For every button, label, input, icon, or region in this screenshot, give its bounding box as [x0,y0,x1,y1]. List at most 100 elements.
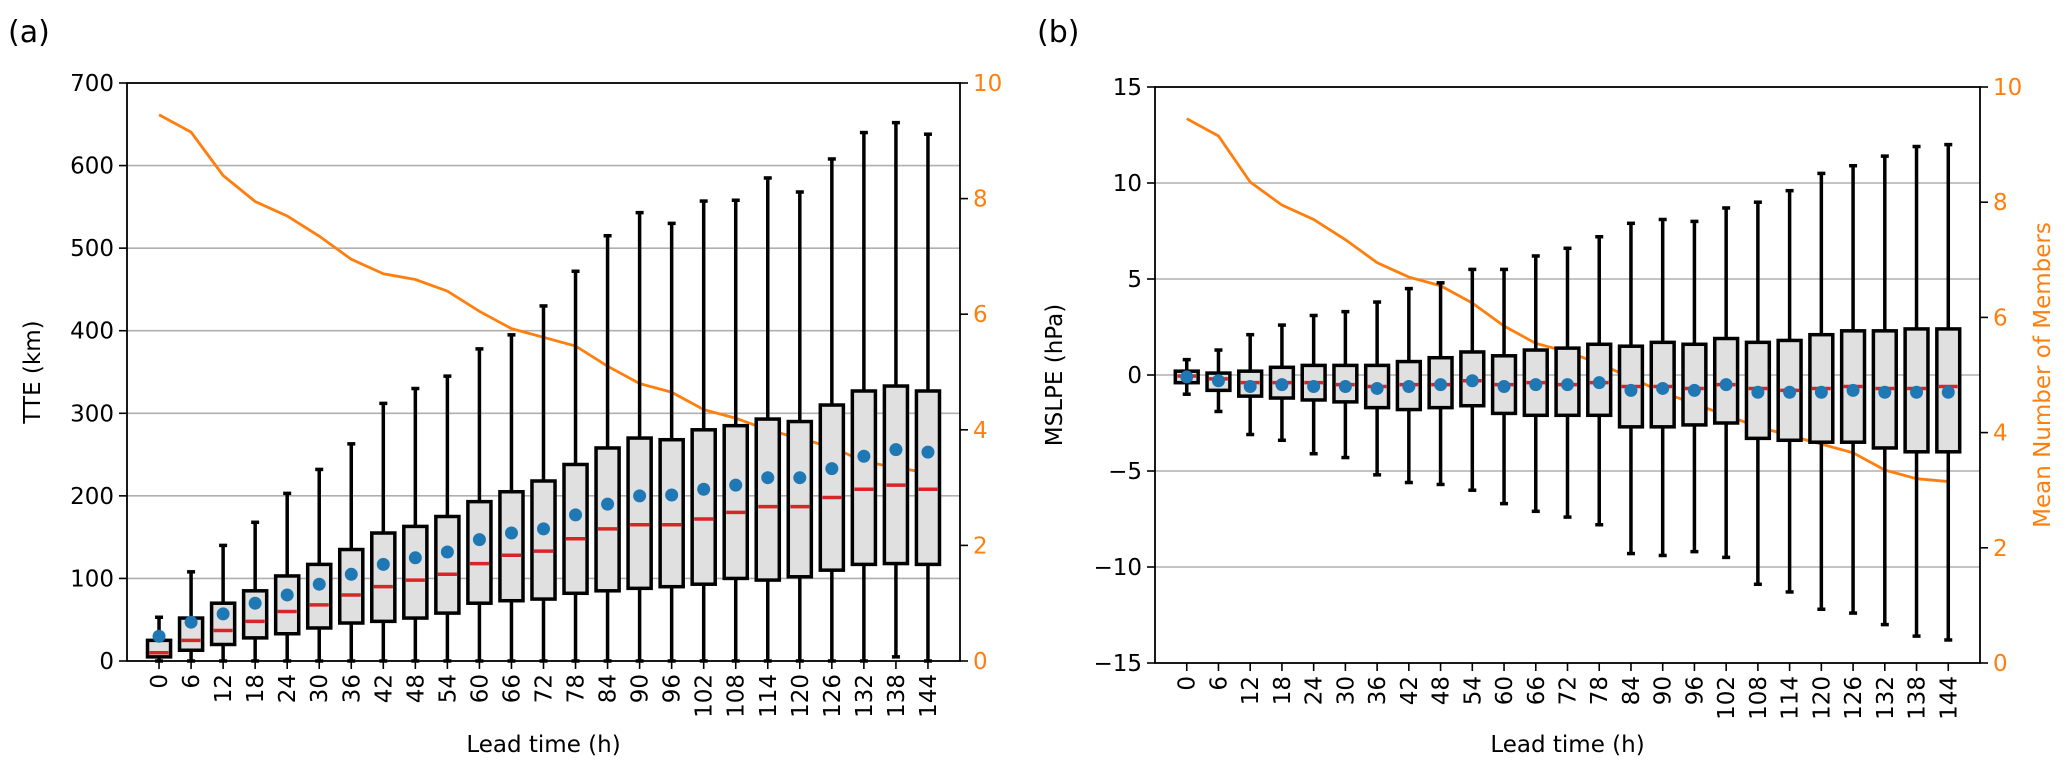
y2-tick-label: 6 [973,302,988,328]
mean-marker [697,482,711,496]
mean-marker [248,596,262,610]
mean-marker [569,508,583,522]
y-tick-label: 0 [99,649,114,675]
panel-label: (a) [8,15,50,50]
x-tick-label: 66 [499,674,525,703]
x-tick-label: 6 [179,674,205,689]
box [690,428,717,586]
y-tick-label: 5 [1127,267,1142,293]
y-tick-label: 600 [70,154,114,180]
mean-marker [280,588,294,602]
x-tick-label: 96 [660,674,686,703]
x-tick-label: 120 [788,674,814,718]
box [626,436,653,591]
y-tick-label: 15 [1113,75,1142,101]
mean-marker [601,497,615,511]
x-tick-label: 30 [1333,676,1359,705]
y2-tick-label: 2 [1993,536,2008,562]
mean-marker [1751,385,1765,399]
y2-tick-label: 8 [1993,190,2008,216]
x-tick-label: 30 [307,674,333,703]
y2-tick-label: 10 [973,71,1002,97]
mean-marker [312,577,326,591]
box [786,419,814,579]
x-tick-label: 90 [1651,676,1677,705]
x-tick-label: 60 [1492,676,1518,705]
y2-tick-label: 2 [973,533,988,559]
mean-marker [857,449,871,463]
y-tick-label: 700 [70,71,114,97]
mean-marker [1529,378,1543,392]
box [466,499,493,605]
x-tick-label: 96 [1682,676,1708,705]
x-tick-label: 36 [1365,676,1391,705]
x-tick-label: 42 [371,674,397,703]
x-tick-label: 138 [1905,676,1931,720]
box [754,417,782,582]
x-tick-label: 12 [1238,676,1264,705]
y-axis-label: MSLPE (hPa) [1042,304,1068,446]
mean-marker [504,526,518,540]
mean-marker [761,471,775,485]
mean-marker [1211,374,1225,388]
x-tick-label: 0 [147,674,173,689]
y-tick-label: 500 [70,236,114,262]
mean-marker [1624,383,1638,397]
y2-tick-label: 0 [973,649,988,675]
x-tick-label: 48 [1429,676,1455,705]
y-tick-label: −15 [1093,651,1142,677]
x-tick-label: 144 [1936,676,1962,720]
box [722,423,750,581]
box [498,489,525,603]
x-tick-label: 132 [852,674,878,718]
x-tick-label: 126 [820,674,846,718]
panel-label: (b) [1037,15,1079,50]
y2-tick-label: 0 [1993,651,2008,677]
box [658,437,685,589]
mean-marker [1719,378,1733,392]
x-tick-label: 24 [275,674,301,703]
mean-marker [1687,383,1701,397]
x-tick-label: 114 [1778,676,1804,720]
mean-marker [1275,378,1289,392]
y-tick-label: 0 [1127,363,1142,389]
mean-marker [1656,381,1670,395]
x-tick-label: 120 [1809,676,1835,720]
x-tick-label: 84 [596,674,622,703]
x-tick-label: 42 [1397,676,1423,705]
y2-tick-label: 4 [973,418,988,444]
x-tick-label: 18 [1270,676,1296,705]
x-tick-label: 24 [1302,676,1328,705]
box [434,514,461,615]
x-tick-label: 66 [1524,676,1550,705]
mean-marker [408,551,422,565]
x-tick-label: 72 [532,674,558,703]
x-tick-label: 78 [564,674,590,703]
y2-axis-label: Mean Number of Members [2030,222,2056,528]
x-tick-label: 126 [1841,676,1867,720]
mean-marker [1338,380,1352,394]
box [594,446,621,593]
x-tick-label: 108 [724,674,750,718]
y-tick-label: −5 [1108,459,1142,485]
box [305,562,333,630]
x-tick-label: 144 [916,674,942,718]
y-tick-label: 400 [70,319,114,345]
y-tick-label: 300 [70,401,114,427]
mean-marker [1402,380,1416,394]
mean-marker [1783,385,1797,399]
y-tick-label: 200 [70,484,114,510]
y2-tick-label: 8 [973,187,988,213]
y2-tick-label: 6 [1993,305,2008,331]
mean-marker [537,522,550,536]
box [530,479,557,601]
mean-marker [665,488,679,502]
x-axis-label: Lead time (h) [466,732,620,758]
x-tick-label: 6 [1206,676,1232,691]
mean-marker [633,489,647,503]
mean-marker [1370,381,1384,395]
mean-marker [1846,383,1860,397]
